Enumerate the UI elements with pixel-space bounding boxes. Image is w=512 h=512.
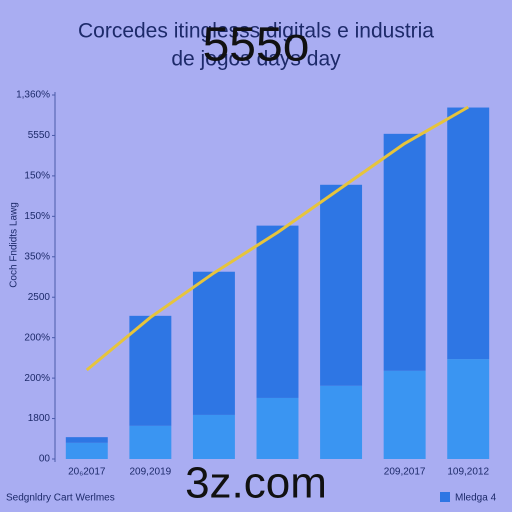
y-tick-label: 200% (24, 373, 50, 384)
y-tick-label: 1800 (28, 413, 51, 424)
y-tick-label: 2500 (28, 292, 51, 303)
x-tick-label: 209,2017 (384, 467, 426, 478)
bar (192, 414, 235, 459)
x-tick-label: 20₆2017 (68, 467, 106, 478)
bar (383, 370, 426, 459)
bar (129, 425, 172, 459)
chart-title: Corcedes itinglesss digitals e industria (78, 20, 434, 43)
line (85, 105, 469, 372)
y-tick-label: 1,360% (16, 90, 50, 101)
bar (256, 397, 299, 459)
y-tick-label: 350% (24, 251, 50, 262)
bar (192, 271, 235, 415)
bar (383, 133, 426, 371)
bar (447, 107, 490, 360)
bar (320, 184, 363, 386)
plot: 00 1800 200% 200% 2500 350% 150% 150% 5550 1,360%… (16, 90, 489, 478)
bar (447, 359, 490, 459)
bar (129, 315, 172, 426)
watermark: 555o (203, 19, 310, 72)
bar (320, 385, 363, 459)
x-tick-label: 209,2019 (129, 467, 171, 478)
y-tick-label: 200% (24, 332, 50, 343)
bar (256, 225, 299, 398)
y-tick-label: 150% (24, 211, 50, 222)
footnote: Sedgnldry Cart Werlmes (6, 493, 115, 504)
chart-subtitle: de jogos days day (171, 48, 341, 71)
bar (65, 442, 108, 459)
bar (65, 437, 108, 443)
x-tick-label: 109,2012 (447, 467, 489, 478)
legend-label: Mledga 4 (455, 493, 497, 504)
watermark: 3z.com (185, 459, 327, 508)
legend-swatch (440, 492, 450, 502)
y-tick-label: 5550 (28, 130, 51, 141)
y-tick-label: 150% (24, 171, 50, 182)
y-tick-label: 00 (39, 454, 51, 465)
y-axis-title: Coch Fndidts Lawg (9, 202, 20, 288)
